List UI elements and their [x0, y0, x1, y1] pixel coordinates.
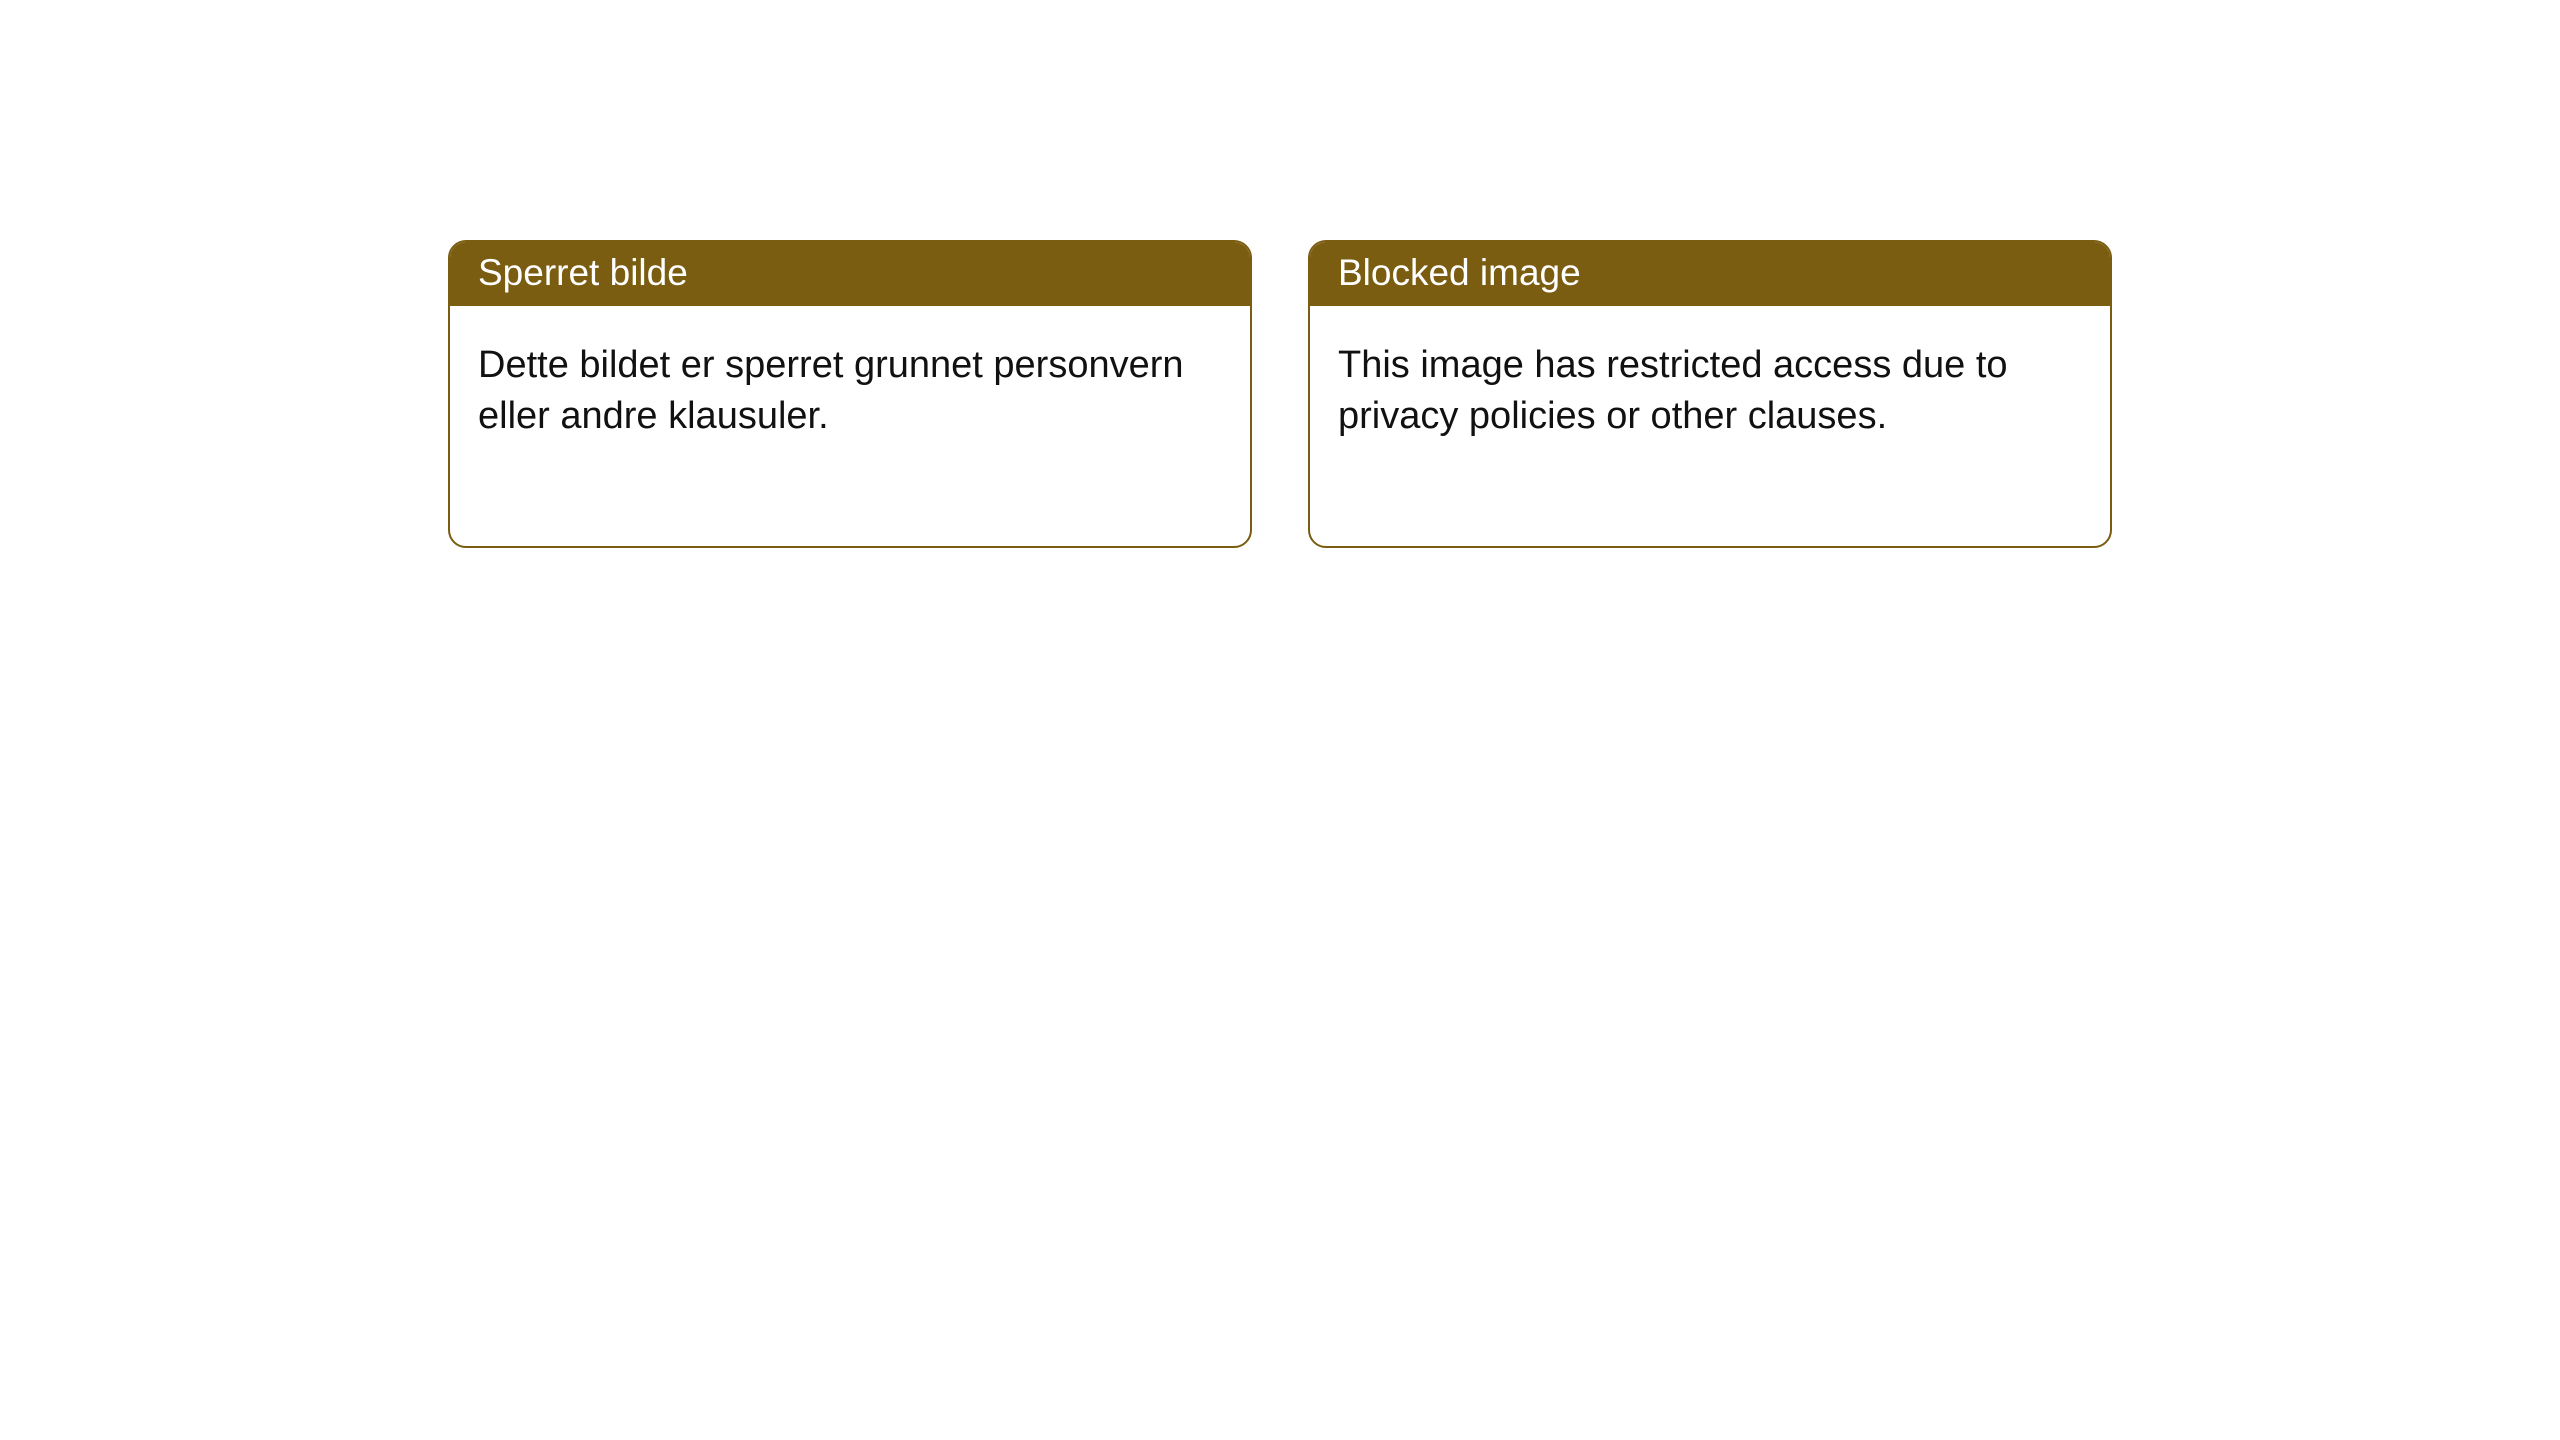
- notice-card-no: Sperret bilde Dette bildet er sperret gr…: [448, 240, 1252, 548]
- notice-body-no: Dette bildet er sperret grunnet personve…: [450, 306, 1250, 546]
- notice-header-en: Blocked image: [1310, 242, 2110, 306]
- notice-body-en: This image has restricted access due to …: [1310, 306, 2110, 546]
- notice-header-no: Sperret bilde: [450, 242, 1250, 306]
- notice-card-en: Blocked image This image has restricted …: [1308, 240, 2112, 548]
- notice-container: Sperret bilde Dette bildet er sperret gr…: [0, 0, 2560, 548]
